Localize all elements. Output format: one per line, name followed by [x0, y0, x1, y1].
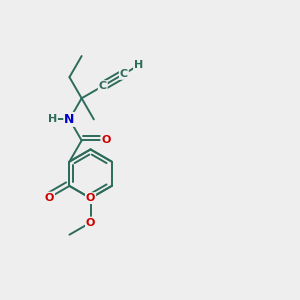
Text: H: H: [48, 114, 57, 124]
Text: C: C: [120, 69, 128, 79]
Text: C: C: [99, 81, 107, 91]
Text: O: O: [101, 136, 111, 146]
Text: O: O: [45, 193, 54, 202]
Text: O: O: [86, 218, 95, 227]
Text: N: N: [64, 113, 75, 126]
Text: H: H: [134, 60, 143, 70]
Text: O: O: [86, 193, 95, 203]
